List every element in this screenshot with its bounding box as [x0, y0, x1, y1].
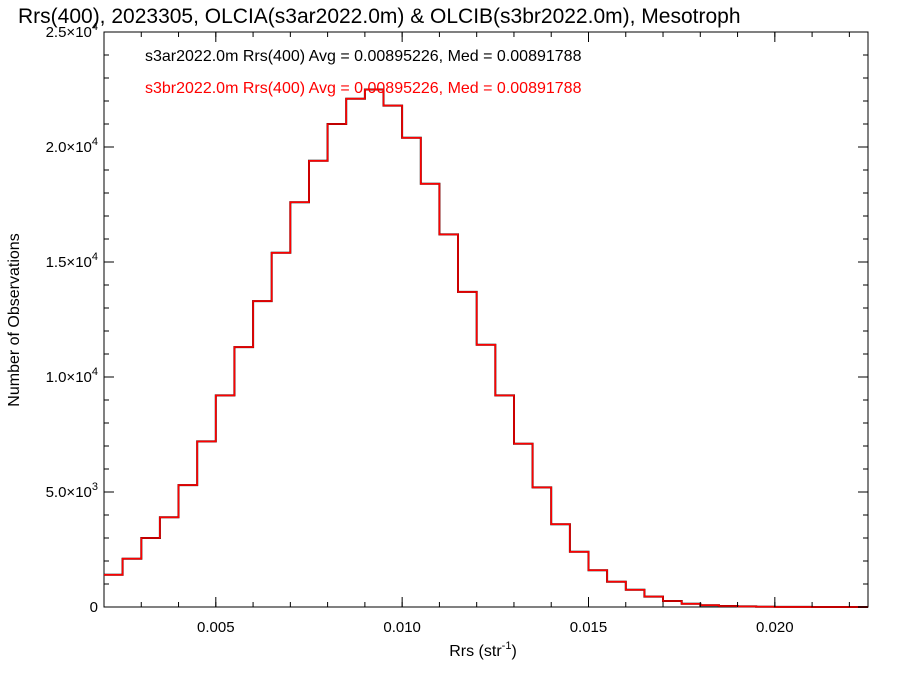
- x-tick-label: 0.020: [756, 619, 794, 636]
- x-axis-label-unit-exponent: -1: [502, 640, 512, 652]
- y-tick-label: 1.5×104: [46, 251, 98, 271]
- y-tick-label: 2.0×104: [46, 136, 98, 156]
- legend-entry-s3br: s3br2022.0m Rrs(400) Avg = 0.00895226, M…: [145, 80, 582, 97]
- x-axis-label-close: ): [511, 643, 516, 660]
- x-tick-label: 0.005: [197, 619, 235, 636]
- y-tick-label: 5.0×103: [46, 481, 98, 501]
- y-tick-label: 1.0×104: [46, 366, 98, 386]
- x-axis-label-text: Rrs (str: [449, 643, 502, 660]
- x-tick-label: 0.010: [383, 619, 421, 636]
- legend-entry-s3ar: s3ar2022.0m Rrs(400) Avg = 0.00895226, M…: [145, 48, 582, 65]
- x-axis-label: Rrs (str-1): [449, 640, 517, 660]
- x-tick-label: 0.015: [570, 619, 608, 636]
- y-axis: 0 5.0×103 1.0×104 1.5×104 2.0×104 2.5×104: [46, 21, 868, 616]
- series-layer: [104, 88, 868, 608]
- y-axis-label: Number of Observations: [6, 233, 23, 406]
- series-line-s3br2022.0m: [104, 88, 868, 608]
- x-axis: 0.005 0.010 0.015 0.020: [103, 32, 850, 636]
- legend: s3ar2022.0m Rrs(400) Avg = 0.00895226, M…: [145, 48, 582, 97]
- plot-area: 0.005 0.010 0.015 0.020 0 5.0×103 1.0×104 1.5×…: [46, 21, 869, 636]
- y-tick-label: 2.5×104: [46, 21, 98, 41]
- series-line-s3ar2022.0m: [104, 88, 868, 608]
- plot-frame: [103, 31, 869, 608]
- y-tick-label: 0: [90, 599, 98, 616]
- chart-title: Rrs(400), 2023305, OLCIA(s3ar2022.0m) & …: [18, 5, 741, 28]
